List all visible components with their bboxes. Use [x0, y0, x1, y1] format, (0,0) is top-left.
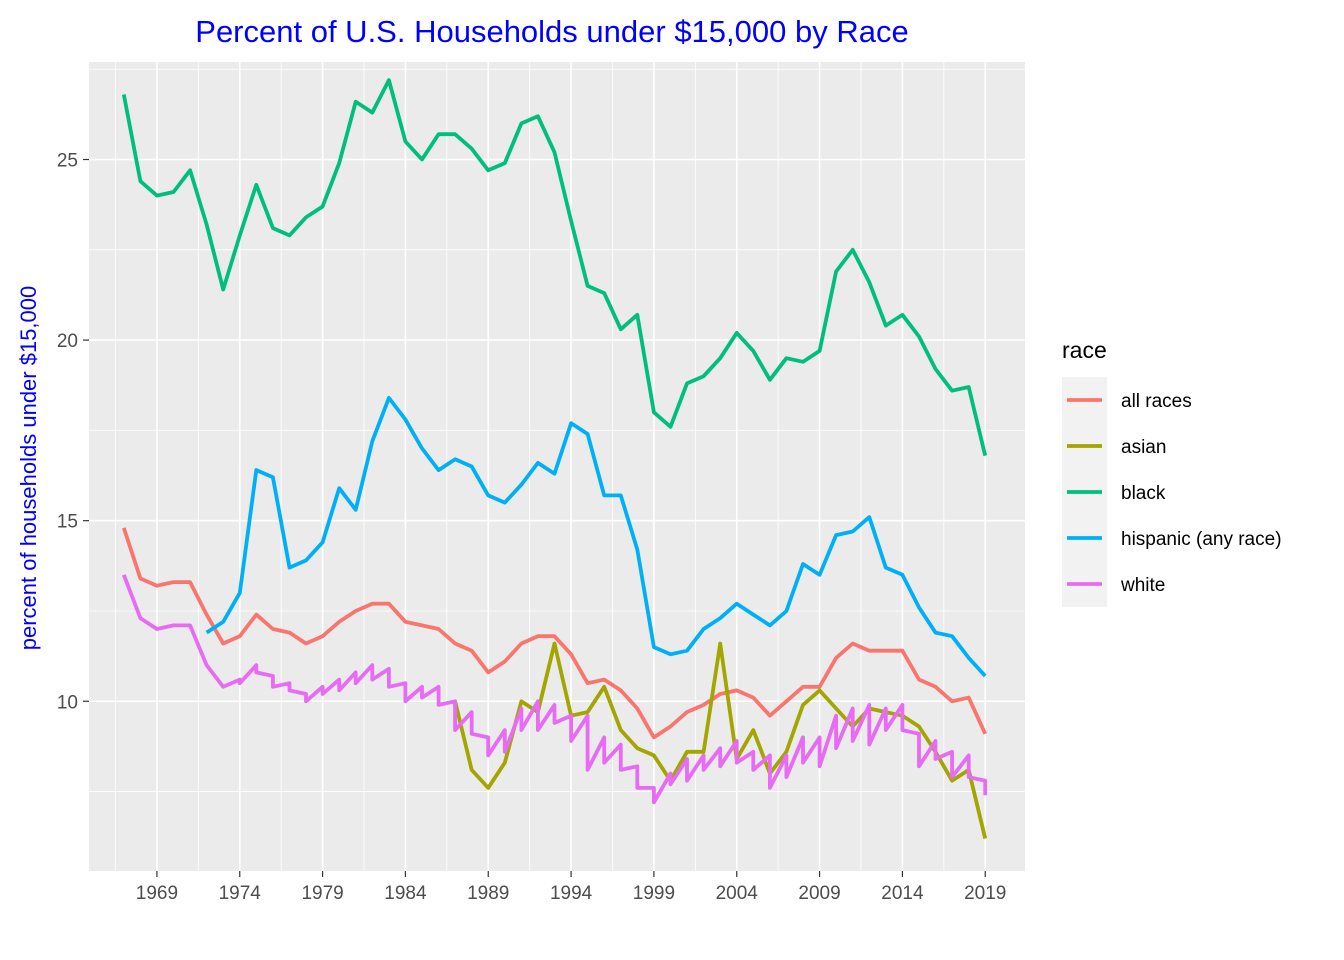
y-tick-label: 15: [57, 512, 78, 533]
series-line-black: [121, 78, 988, 457]
x-tick-label: 1974: [219, 883, 262, 904]
x-axis: 1969 1974 1979 1984 1989 1994 1999 2004 2009 2014…: [136, 871, 1006, 904]
x-tick-label: 2019: [964, 883, 1006, 904]
x-tick-label: 2004: [716, 883, 759, 904]
x-tick-label: 1979: [301, 883, 343, 904]
grid-minor: [89, 62, 1025, 871]
series-lines: [121, 78, 988, 839]
x-tick-label: 2014: [881, 883, 924, 904]
legend-label-asian: asian: [1121, 437, 1166, 458]
x-tick-label: 1989: [467, 883, 509, 904]
y-axis: 10 15 20 25: [57, 151, 89, 713]
x-tick-label: 1969: [136, 883, 178, 904]
y-axis-label: percent of households under $15,000: [16, 286, 41, 651]
series-line-white: [122, 574, 988, 805]
x-tick-label: 1994: [550, 883, 593, 904]
legend-title: race: [1062, 337, 1107, 363]
legend: race all races asian black hispanic (any ra…: [1062, 337, 1282, 607]
x-tick-label: 1999: [633, 883, 675, 904]
legend-label-hispanic-any-race: hispanic (any race): [1121, 529, 1282, 550]
y-tick-label: 20: [57, 331, 78, 352]
legend-label-all-races: all races: [1121, 391, 1192, 412]
chart-title: Percent of U.S. Households under $15,000…: [195, 14, 908, 49]
series-line-hispanic-any-race: [205, 395, 987, 678]
x-tick-label: 1984: [384, 883, 427, 904]
y-tick-label: 10: [57, 692, 78, 713]
legend-label-white: white: [1120, 575, 1165, 596]
series-line-all-races: [121, 527, 987, 740]
legend-label-black: black: [1121, 483, 1166, 504]
y-tick-label: 25: [57, 151, 78, 172]
x-tick-label: 2009: [798, 883, 840, 904]
